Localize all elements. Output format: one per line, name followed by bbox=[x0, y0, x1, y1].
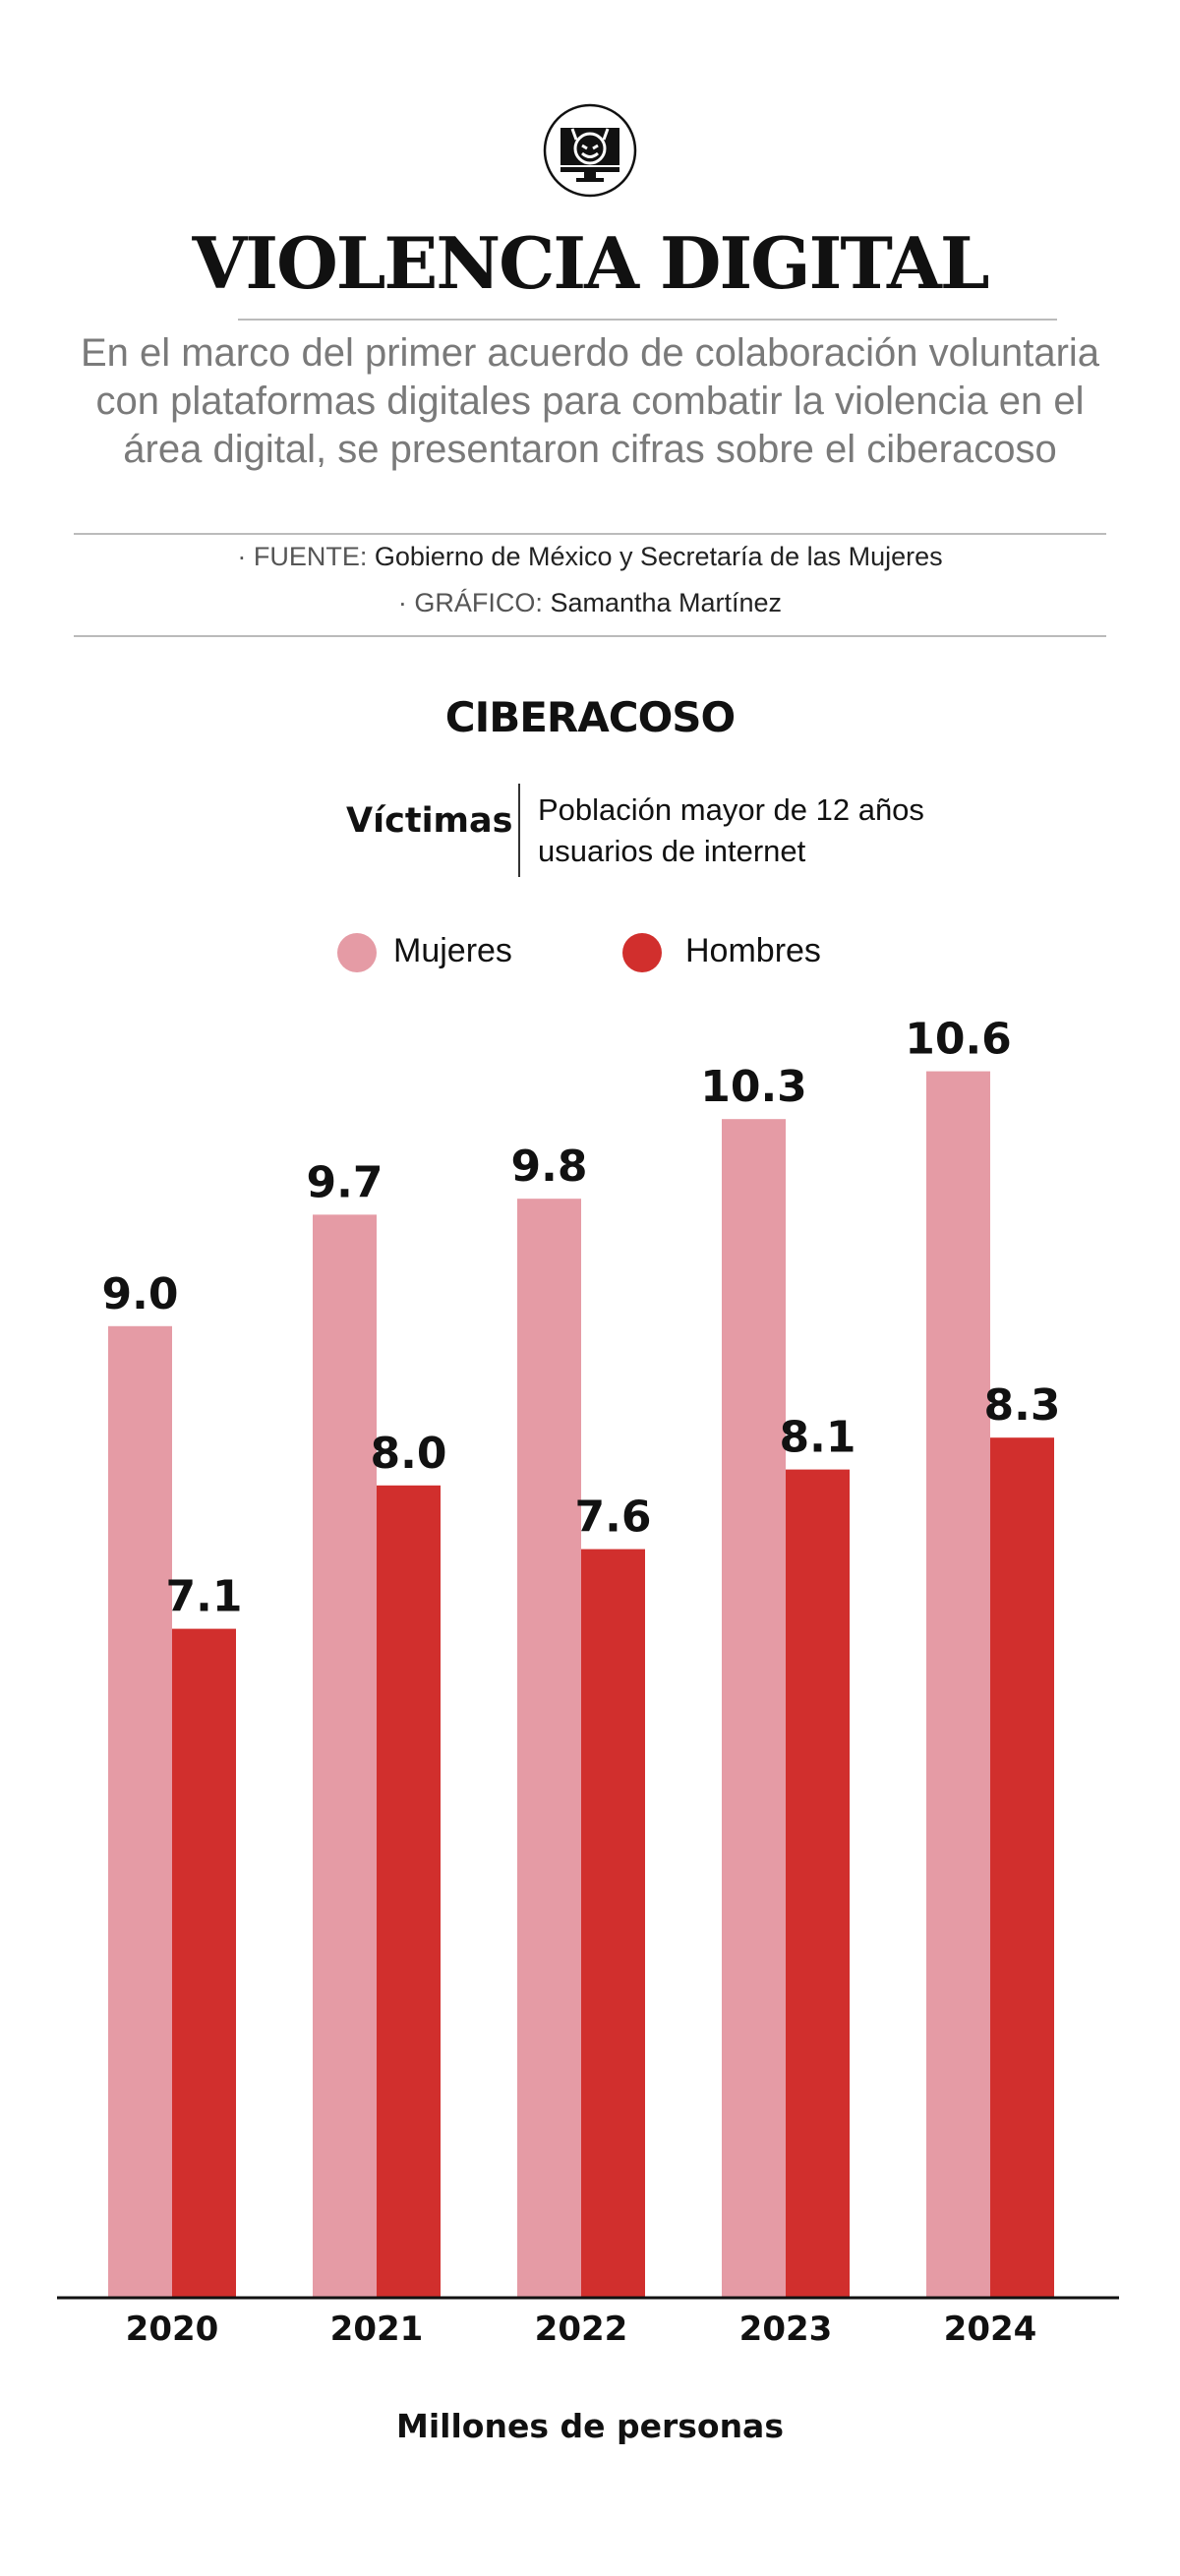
bar-mujeres-2021 bbox=[313, 1214, 377, 2298]
legend-label-hombres: Hombres bbox=[685, 932, 821, 969]
data-label-hombres-2024: 8.3 bbox=[984, 1380, 1061, 1431]
data-label-mujeres-2023: 10.3 bbox=[700, 1062, 807, 1112]
bar-mujeres-2022 bbox=[517, 1199, 581, 2298]
legend-dot-hombres bbox=[622, 933, 662, 972]
legend-dot-mujeres bbox=[337, 933, 377, 972]
data-label-hombres-2021: 8.0 bbox=[371, 1429, 447, 1479]
bar-hombres-2022 bbox=[581, 1549, 645, 2298]
graphic-label: · GRÁFICO: bbox=[397, 588, 543, 617]
chart-title: CIBERACOSO bbox=[444, 693, 736, 741]
bar-hombres-2023 bbox=[786, 1469, 850, 2298]
x-tick-2021: 2021 bbox=[330, 2310, 424, 2349]
data-label-mujeres-2022: 9.8 bbox=[511, 1142, 588, 1192]
population-description: Población mayor de 12 años usuarios de i… bbox=[538, 790, 924, 872]
bar-hombres-2021 bbox=[377, 1485, 441, 2298]
source-label: · FUENTE: bbox=[237, 542, 368, 571]
divider bbox=[74, 635, 1106, 637]
description-line-2: usuarios de internet bbox=[538, 834, 806, 868]
bar-mujeres-2020 bbox=[108, 1325, 172, 2298]
data-label-mujeres-2020: 9.0 bbox=[102, 1269, 179, 1319]
data-label-mujeres-2021: 9.7 bbox=[307, 1157, 384, 1207]
x-axis-label: Millones de personas bbox=[396, 2407, 784, 2445]
bar-hombres-2024 bbox=[990, 1437, 1054, 2298]
bar-hombres-2020 bbox=[172, 1628, 236, 2298]
x-tick-2024: 2024 bbox=[944, 2310, 1037, 2349]
victims-label: Víctimas bbox=[346, 801, 513, 841]
devil-computer-icon bbox=[543, 103, 637, 198]
data-label-hombres-2023: 8.1 bbox=[780, 1413, 856, 1463]
description-line-1: Población mayor de 12 años bbox=[538, 792, 924, 827]
data-label-mujeres-2024: 10.6 bbox=[905, 1015, 1012, 1065]
separator bbox=[518, 784, 520, 877]
divider bbox=[238, 319, 1057, 321]
bar-mujeres-2024 bbox=[926, 1071, 990, 2298]
data-label-hombres-2020: 7.1 bbox=[166, 1572, 243, 1622]
subtitle: En el marco del primer acuerdo de colabo… bbox=[80, 331, 1100, 471]
bar-mujeres-2023 bbox=[722, 1119, 786, 2298]
legend-label-mujeres: Mujeres bbox=[393, 932, 512, 969]
page-title: VIOLENCIA DIGITAL bbox=[192, 221, 990, 305]
divider bbox=[74, 533, 1106, 535]
x-tick-2020: 2020 bbox=[126, 2310, 219, 2349]
graphic-author: Samantha Martínez bbox=[550, 588, 783, 617]
x-tick-2022: 2022 bbox=[535, 2310, 628, 2349]
source: Gobierno de México y Secretaría de las M… bbox=[374, 542, 943, 571]
x-tick-2023: 2023 bbox=[739, 2310, 833, 2349]
data-label-hombres-2022: 7.6 bbox=[575, 1493, 652, 1543]
source-line: · FUENTE: Gobierno de México y Secretarí… bbox=[0, 542, 1180, 572]
graphic-line: · GRÁFICO: Samantha Martínez bbox=[0, 588, 1180, 618]
